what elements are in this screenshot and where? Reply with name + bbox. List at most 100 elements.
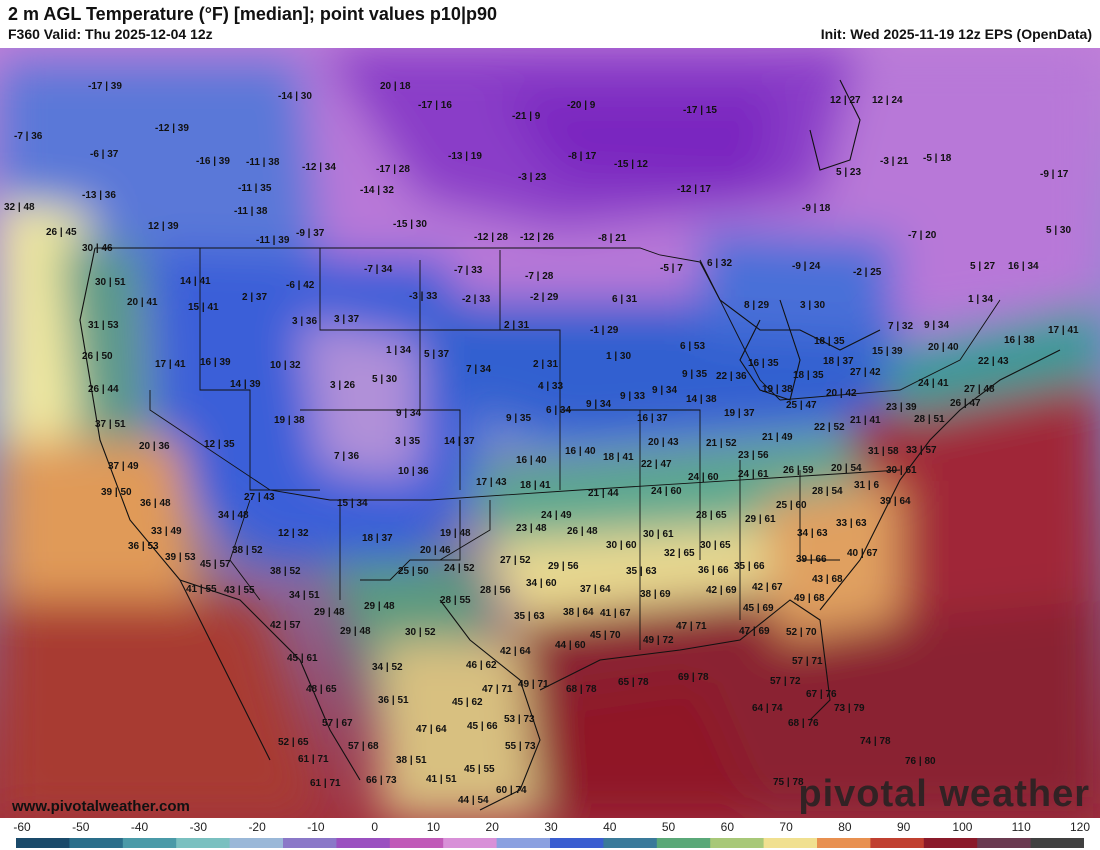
point-value: 29 | 56 <box>548 561 579 572</box>
point-value: 19 | 38 <box>762 384 793 395</box>
point-value: 5 | 30 <box>372 374 398 385</box>
point-value: 35 | 63 <box>626 566 657 577</box>
point-value: 34 | 48 <box>218 510 249 521</box>
map-title: 2 m AGL Temperature (°F) [median]; point… <box>8 4 497 24</box>
point-value: 27 | 43 <box>244 492 275 503</box>
point-value: 35 | 66 <box>734 561 765 572</box>
point-value: 37 | 64 <box>580 584 611 595</box>
point-value: 45 | 69 <box>743 603 774 614</box>
point-value: 41 | 51 <box>426 774 457 785</box>
point-value: 19 | 48 <box>440 528 471 539</box>
brand-text: pivotal weather <box>798 773 1090 815</box>
point-value: 28 | 56 <box>480 585 511 596</box>
point-value: 6 | 31 <box>612 294 638 305</box>
website-label: www.pivotalweather.com <box>12 798 190 815</box>
point-value: 6 | 53 <box>680 341 706 352</box>
legend-color-segment <box>550 838 604 848</box>
point-value: 39 | 66 <box>796 554 827 565</box>
point-value: 7 | 36 <box>334 451 360 462</box>
point-value: -13 | 19 <box>448 151 482 162</box>
point-value: 24 | 60 <box>651 486 682 497</box>
point-value: 3 | 37 <box>334 314 360 325</box>
point-value: 33 | 57 <box>906 445 937 456</box>
point-value: 5 | 37 <box>424 349 450 360</box>
point-value: 47 | 71 <box>482 684 513 695</box>
legend-tick-label: 50 <box>661 820 676 834</box>
point-value: 28 | 55 <box>440 595 471 606</box>
point-value: -15 | 12 <box>614 159 648 170</box>
point-value: 74 | 78 <box>860 736 891 747</box>
point-value: -11 | 38 <box>234 206 268 217</box>
point-value: 45 | 70 <box>590 630 621 641</box>
color-legend: -60 -50 -40 -30 -20 -10 0 10 20 30 40 50 60 70 80 90 100… <box>0 818 1100 850</box>
point-value: 24 | 52 <box>444 563 475 574</box>
point-value: -2 | 29 <box>530 292 559 303</box>
point-value: -5 | 18 <box>923 153 952 164</box>
point-value: 19 | 38 <box>274 415 305 426</box>
legend-tick-label: 10 <box>426 820 441 834</box>
point-value: 3 | 35 <box>395 436 421 447</box>
point-value: 30 | 61 <box>886 465 917 476</box>
point-value: -3 | 23 <box>518 172 547 183</box>
point-value: -6 | 37 <box>90 149 119 160</box>
point-value: 18 | 37 <box>362 533 393 544</box>
point-value: 26 | 47 <box>950 398 981 409</box>
point-value: 55 | 73 <box>505 741 536 752</box>
point-value: 61 | 71 <box>298 754 329 765</box>
point-value: -17 | 15 <box>683 105 717 116</box>
point-value: 45 | 57 <box>200 559 231 570</box>
point-value: 21 | 52 <box>706 438 737 449</box>
legend-color-segment <box>1030 838 1084 848</box>
point-value: 49 | 72 <box>643 635 674 646</box>
point-value: 38 | 51 <box>396 755 427 766</box>
point-value: 20 | 36 <box>139 441 170 452</box>
point-value: 14 | 38 <box>686 394 717 405</box>
point-value: 1 | 30 <box>606 351 632 362</box>
point-value: 32 | 48 <box>4 202 35 213</box>
point-value: 19 | 37 <box>724 408 755 419</box>
point-value: 28 | 54 <box>812 486 843 497</box>
point-value: 57 | 68 <box>348 741 379 752</box>
legend-tick-label: 30 <box>544 820 558 834</box>
legend-tick-label: -40 <box>130 820 149 834</box>
point-value: 2 | 31 <box>533 359 559 370</box>
point-value: 27 | 42 <box>850 367 881 378</box>
point-value: 16 | 39 <box>200 357 231 368</box>
point-value: 17 | 41 <box>1048 325 1079 336</box>
point-value: 75 | 78 <box>773 777 804 788</box>
point-value: 30 | 52 <box>405 627 436 638</box>
point-value: 24 | 61 <box>738 469 769 480</box>
point-value: 36 | 53 <box>128 541 159 552</box>
point-value: 10 | 32 <box>270 360 301 371</box>
point-value: 30 | 51 <box>95 277 126 288</box>
point-value: -12 | 17 <box>677 184 711 195</box>
legend-tick-label: 100 <box>952 820 973 834</box>
point-value: 57 | 72 <box>770 676 801 687</box>
point-value: 46 | 62 <box>466 660 497 671</box>
point-value: 36 | 66 <box>698 565 729 576</box>
point-value: 25 | 60 <box>776 500 807 511</box>
point-value: -2 | 33 <box>462 294 491 305</box>
point-value: 44 | 54 <box>458 795 489 806</box>
point-value: 20 | 41 <box>127 297 158 308</box>
point-value: -20 | 9 <box>567 100 596 111</box>
point-value: -9 | 17 <box>1040 169 1069 180</box>
point-value: 18 | 35 <box>793 370 824 381</box>
point-value: 64 | 74 <box>752 703 783 714</box>
point-value: 16 | 34 <box>1008 261 1039 272</box>
point-value: 43 | 68 <box>812 574 843 585</box>
point-value: 25 | 47 <box>786 400 817 411</box>
brand-logo: pivotal weather <box>798 773 1090 816</box>
point-value: 33 | 49 <box>151 526 182 537</box>
point-value: 26 | 45 <box>46 227 77 238</box>
point-value: 60 | 74 <box>496 785 527 796</box>
point-value: -9 | 18 <box>802 203 831 214</box>
point-value: 29 | 48 <box>340 626 371 637</box>
point-value: 14 | 41 <box>180 276 211 287</box>
point-value: 17 | 41 <box>155 359 186 370</box>
point-value: 23 | 39 <box>886 402 917 413</box>
point-value: 24 | 41 <box>918 378 949 389</box>
point-value: 68 | 78 <box>566 684 597 695</box>
legend-color-segment <box>229 838 284 848</box>
point-value: -7 | 34 <box>364 264 393 275</box>
